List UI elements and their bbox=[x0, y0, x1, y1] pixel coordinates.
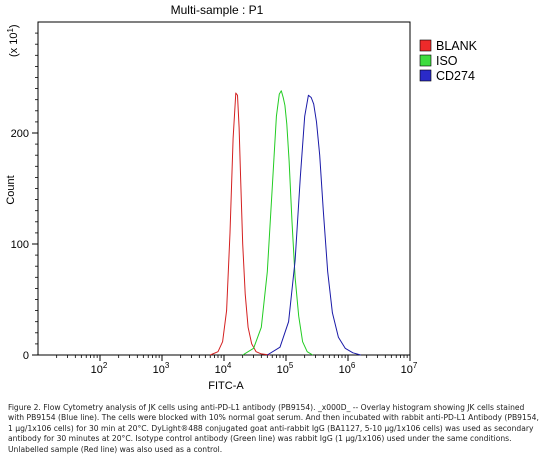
x-tick-label: 107 bbox=[401, 361, 418, 376]
x-tick-label: 104 bbox=[215, 361, 232, 376]
x-tick-label: 102 bbox=[91, 361, 108, 376]
chart-title: Multi-sample : P1 bbox=[171, 3, 264, 17]
svg-text:(x 101): (x 101) bbox=[6, 24, 20, 57]
x-axis-title: FITC-A bbox=[208, 380, 244, 392]
legend-swatch-cd274 bbox=[419, 69, 432, 82]
series-line-cd274 bbox=[267, 94, 361, 356]
y-tick-label: 100 bbox=[11, 239, 29, 251]
series-line-iso bbox=[242, 90, 313, 356]
x-tick-label: 105 bbox=[277, 361, 294, 376]
figure-caption: Figure 2. Flow Cytometry analysis of JK … bbox=[8, 403, 539, 454]
legend-swatch-iso bbox=[419, 54, 432, 67]
y-tick-label: 200 bbox=[11, 128, 29, 140]
series-layer bbox=[210, 90, 361, 356]
plot-frame bbox=[37, 21, 411, 356]
x-tick-label: 103 bbox=[153, 361, 170, 376]
y-multiplier-exp: 1 bbox=[6, 28, 15, 33]
legend-label-cd274: CD274 bbox=[436, 69, 475, 83]
flow-cytometry-histogram: Multi-sample : P1 (x 101) Count FITC-A 1… bbox=[5, 3, 478, 392]
y-multiplier-close: ) bbox=[8, 24, 20, 28]
y-tick-label: 0 bbox=[23, 350, 29, 362]
y-axis-title: Count bbox=[5, 175, 17, 204]
legend-label-blank: BLANK bbox=[436, 39, 478, 53]
y-multiplier-label: (x 101) bbox=[6, 24, 20, 57]
legend-swatch-blank bbox=[419, 39, 432, 52]
y-multiplier-text: (x 10 bbox=[8, 33, 20, 57]
series-line-blank bbox=[210, 92, 270, 356]
legend-label-iso: ISO bbox=[436, 54, 458, 68]
x-tick-label: 106 bbox=[339, 361, 356, 376]
tick-layer: 102 103 104 105 106 107 0 100 200 bbox=[11, 32, 418, 376]
